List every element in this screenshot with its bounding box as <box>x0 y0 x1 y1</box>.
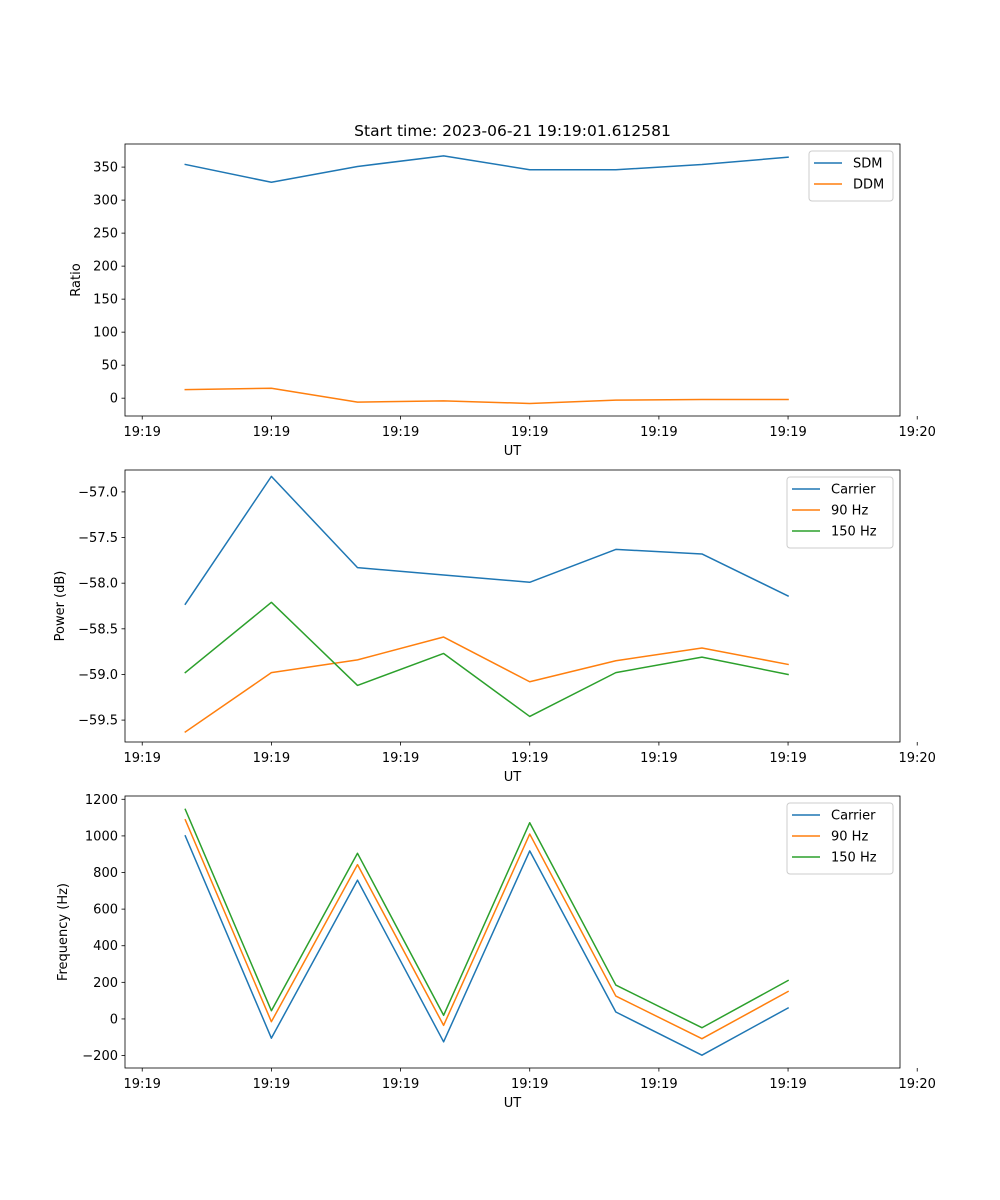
x-axis-label: UT <box>504 1096 522 1111</box>
x-tick-label: 19:19 <box>253 425 290 440</box>
x-tick-label: 19:19 <box>253 751 290 766</box>
y-tick-label: 0 <box>110 392 118 407</box>
plot-frame <box>124 795 901 1069</box>
y-tick-label: 200 <box>93 976 118 991</box>
y-tick-label: −57.5 <box>78 531 118 546</box>
series-line-2 <box>184 808 790 1029</box>
frequency-panel: 19:19 19:19 19:19 19:19 19:19 19:19 19:20 −200 0… <box>56 793 936 1111</box>
legend-label: 90 Hz <box>831 830 868 845</box>
y-tick-label: 300 <box>93 194 118 209</box>
y-tick-label: −58.5 <box>78 622 118 637</box>
legend-label: Carrier <box>831 809 876 824</box>
y-tick-label: 150 <box>93 293 118 308</box>
x-tick-label: 19:19 <box>511 751 548 766</box>
y-axis-label: Frequency (Hz) <box>56 883 71 981</box>
y-tick-label: −58.0 <box>78 577 118 592</box>
y-tick-label: −59.5 <box>78 714 118 729</box>
y-tick-label: 600 <box>93 903 118 918</box>
series-line-2 <box>184 601 789 718</box>
x-tick-label: 19:19 <box>123 751 160 766</box>
y-tick-label: 350 <box>93 161 118 176</box>
y-tick-label: 1000 <box>85 829 118 844</box>
plot-frame <box>124 469 901 743</box>
series-line-0 <box>184 834 790 1056</box>
plot-frame <box>124 143 901 417</box>
x-tick-label: 19:19 <box>511 1077 548 1092</box>
x-tick-label: 19:19 <box>640 751 677 766</box>
legend-label: 90 Hz <box>831 504 868 519</box>
y-tick-label: 100 <box>93 326 118 341</box>
x-tick-label: 19:19 <box>769 425 806 440</box>
ratio-panel: 19:19 19:19 19:19 19:19 19:19 19:19 19:20 0 50 10… <box>69 143 936 459</box>
y-tick-label: −59.0 <box>78 668 118 683</box>
x-tick-label: 19:19 <box>253 1077 290 1092</box>
x-tick-label: 19:19 <box>640 1077 677 1092</box>
x-tick-label: 19:20 <box>898 751 935 766</box>
power-panel: 19:19 19:19 19:19 19:19 19:19 19:19 19:20 −59.5… <box>53 469 936 785</box>
x-tick-label: 19:19 <box>382 751 419 766</box>
series-line-1 <box>184 636 789 734</box>
x-tick-label: 19:19 <box>123 425 160 440</box>
series-line-1 <box>184 387 789 405</box>
y-tick-label: 1200 <box>85 793 118 808</box>
x-tick-label: 19:19 <box>769 751 806 766</box>
x-tick-label: 19:19 <box>511 425 548 440</box>
x-axis-label: UT <box>504 770 522 785</box>
y-tick-label: 800 <box>93 866 118 881</box>
legend-label: SDM <box>853 157 882 172</box>
x-tick-label: 19:19 <box>382 1077 419 1092</box>
figure-title: Start time: 2023-06-21 19:19:01.612581 <box>354 122 671 140</box>
series-line-0 <box>184 475 790 606</box>
x-tick-label: 19:19 <box>769 1077 806 1092</box>
x-tick-label: 19:19 <box>382 425 419 440</box>
y-tick-label: 200 <box>93 260 118 275</box>
y-tick-label: −57.0 <box>78 485 118 500</box>
x-tick-label: 19:20 <box>898 425 935 440</box>
y-axis-label: Ratio <box>69 263 84 296</box>
x-tick-label: 19:19 <box>123 1077 160 1092</box>
series-line-0 <box>184 155 789 184</box>
legend-label: Carrier <box>831 483 876 498</box>
y-tick-label: 50 <box>101 359 118 374</box>
x-axis-label: UT <box>504 444 522 459</box>
legend-label: 150 Hz <box>831 851 877 866</box>
x-tick-label: 19:20 <box>898 1077 935 1092</box>
y-axis-label: Power (dB) <box>53 571 68 642</box>
legend-label: 150 Hz <box>831 525 877 540</box>
y-tick-label: 400 <box>93 939 118 954</box>
y-tick-label: −200 <box>82 1049 118 1064</box>
legend-label: DDM <box>853 178 884 193</box>
y-tick-label: 250 <box>93 227 118 242</box>
y-tick-label: 0 <box>110 1012 118 1027</box>
series-line-1 <box>184 818 790 1040</box>
x-tick-label: 19:19 <box>640 425 677 440</box>
